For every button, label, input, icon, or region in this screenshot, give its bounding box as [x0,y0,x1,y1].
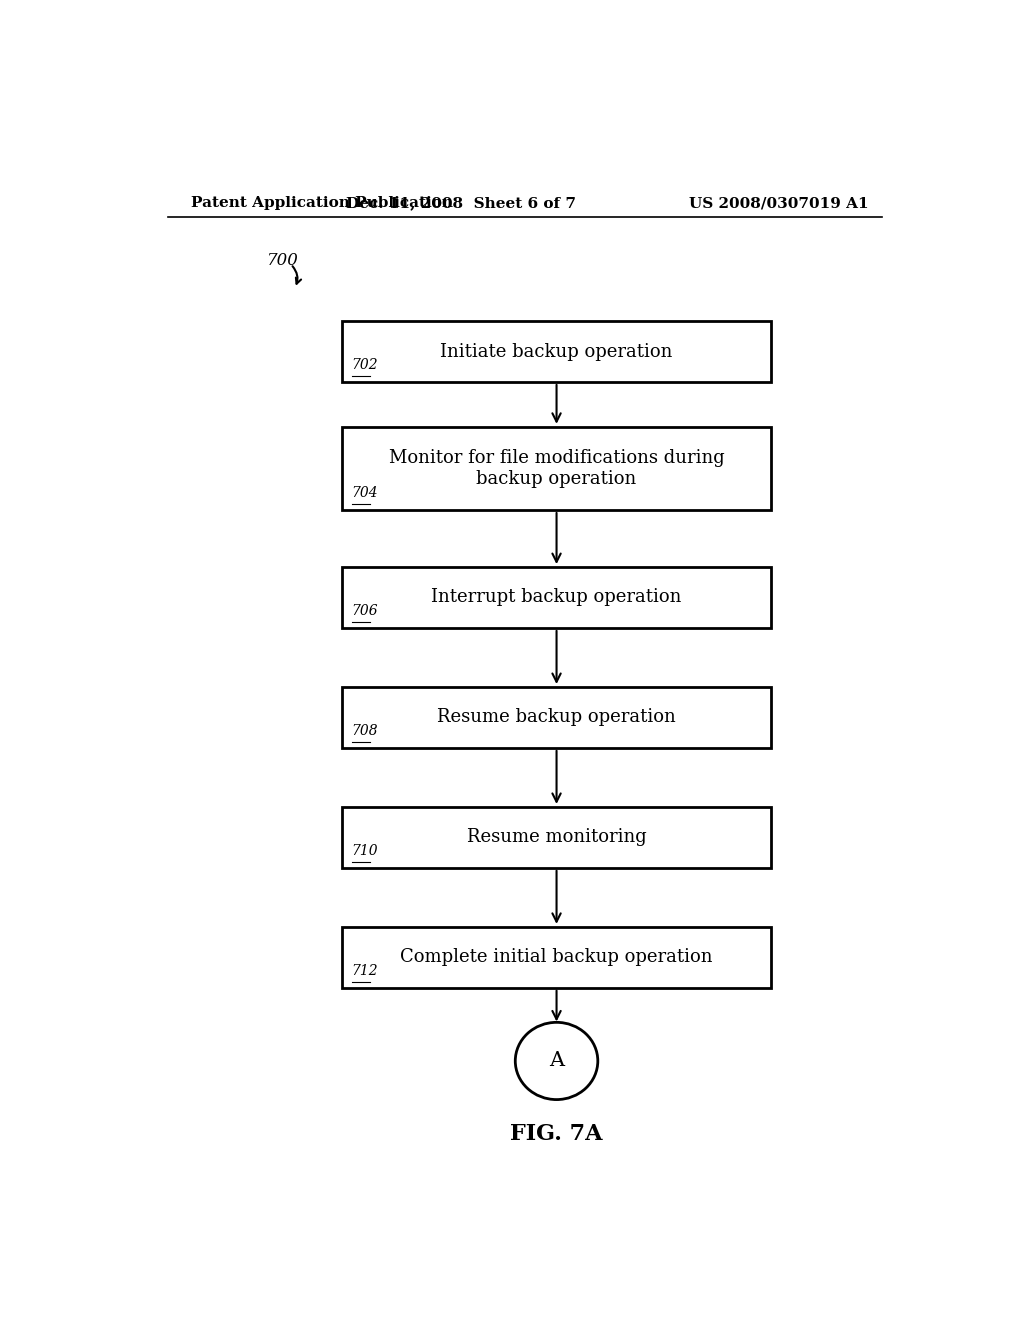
Text: 702: 702 [352,358,379,372]
Text: A: A [549,1052,564,1071]
Text: Complete initial backup operation: Complete initial backup operation [400,948,713,966]
Text: Resume monitoring: Resume monitoring [467,829,646,846]
Text: Interrupt backup operation: Interrupt backup operation [431,589,682,606]
Text: 712: 712 [352,964,379,978]
Text: FIG. 7A: FIG. 7A [510,1123,603,1146]
Bar [342,321,771,381]
Bar [342,927,771,987]
Bar [342,426,771,510]
Text: 700: 700 [267,252,299,268]
Text: 704: 704 [352,486,379,500]
Text: 708: 708 [352,723,379,738]
Ellipse shape [515,1022,598,1100]
Bar [342,568,771,628]
Text: Monitor for file modifications during
backup operation: Monitor for file modifications during ba… [389,449,724,488]
Text: Dec. 11, 2008  Sheet 6 of 7: Dec. 11, 2008 Sheet 6 of 7 [346,197,577,210]
Bar [342,807,771,867]
Bar [342,686,771,748]
Text: Resume backup operation: Resume backup operation [437,709,676,726]
Text: 710: 710 [352,843,379,858]
Text: Patent Application Publication: Patent Application Publication [191,197,454,210]
Text: US 2008/0307019 A1: US 2008/0307019 A1 [689,197,868,210]
Text: Initiate backup operation: Initiate backup operation [440,342,673,360]
Text: 706: 706 [352,603,379,618]
